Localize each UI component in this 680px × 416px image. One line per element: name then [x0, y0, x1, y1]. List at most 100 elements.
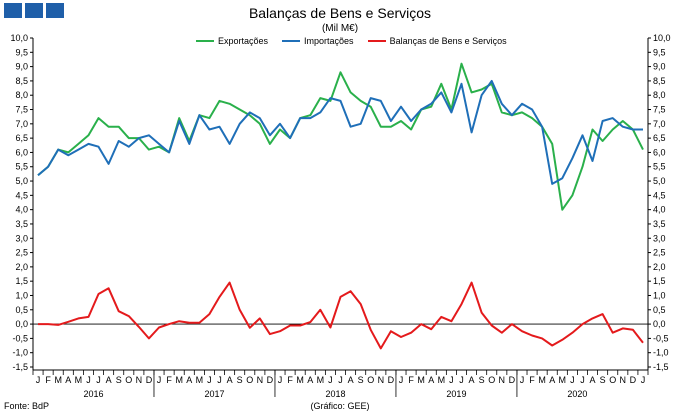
y-tick-label-right: 4,5: [653, 190, 666, 200]
y-tick-label-right: 2,0: [653, 262, 666, 272]
x-tick-label: F: [287, 375, 293, 385]
y-tick-label-right: 9,0: [653, 62, 666, 72]
x-tick-label: N: [257, 375, 264, 385]
x-tick-label: M: [559, 375, 567, 385]
y-tick-label-left: 10,0: [10, 33, 28, 43]
x-tick-label: J: [157, 375, 162, 385]
year-label: 2020: [567, 389, 587, 399]
year-label: 2018: [325, 389, 345, 399]
x-tick-label: A: [469, 375, 475, 385]
y-tick-label-left: -0,5: [12, 333, 28, 343]
y-tick-label-right: 7,5: [653, 105, 666, 115]
y-tick-label-left: 4,5: [15, 190, 28, 200]
y-tick-label-right: 10,0: [653, 33, 671, 43]
x-tick-label: M: [75, 375, 83, 385]
x-tick-label: A: [186, 375, 192, 385]
x-tick-label: O: [488, 375, 495, 385]
x-tick-label: N: [136, 375, 143, 385]
x-tick-label: J: [641, 375, 646, 385]
x-tick-label: O: [367, 375, 374, 385]
x-tick-label: J: [36, 375, 41, 385]
x-tick-label: J: [399, 375, 404, 385]
x-tick-label: M: [175, 375, 183, 385]
series-line-2: [38, 281, 644, 350]
x-tick-label: A: [307, 375, 313, 385]
legend-swatch: [367, 40, 386, 42]
logo-square: [25, 3, 43, 18]
y-tick-label-left: 3,0: [15, 233, 28, 243]
y-tick-label-right: 8,0: [653, 90, 666, 100]
y-tick-label-right: 2,5: [653, 248, 666, 258]
y-tick-label-left: 1,5: [15, 276, 28, 286]
x-tick-label: J: [278, 375, 283, 385]
x-tick-label: D: [388, 375, 395, 385]
x-tick-label: O: [125, 375, 132, 385]
y-tick-label-left: 8,0: [15, 90, 28, 100]
y-tick-label-left: 8,5: [15, 76, 28, 86]
x-tick-label: J: [449, 375, 454, 385]
x-tick-label: A: [428, 375, 434, 385]
x-tick-label: O: [609, 375, 616, 385]
x-tick-label: F: [45, 375, 51, 385]
chart-subtitle: (Mil M€): [321, 23, 359, 34]
year-label: 2017: [204, 389, 224, 399]
x-tick-label: J: [86, 375, 91, 385]
y-tick-label-right: 9,5: [653, 47, 666, 57]
x-tick-label: F: [408, 375, 414, 385]
y-tick-label-right: 6,5: [653, 133, 666, 143]
logo: [4, 3, 64, 18]
y-tick-label-left: 1,0: [15, 290, 28, 300]
chart-credit: (Gráfico: GEE): [310, 401, 370, 411]
y-tick-label-right: 7,0: [653, 119, 666, 129]
legend-item-importacoes: Importações: [282, 36, 354, 46]
x-tick-label: M: [417, 375, 425, 385]
series-line-0: [37, 62, 644, 211]
y-tick-label-left: 3,5: [15, 219, 28, 229]
x-tick-label: A: [549, 375, 555, 385]
y-tick-label-right: 0,0: [653, 319, 666, 329]
x-tick-label: M: [438, 375, 446, 385]
year-label: 2016: [83, 389, 103, 399]
x-tick-label: M: [317, 375, 325, 385]
y-tick-label-right: 1,5: [653, 276, 666, 286]
y-tick-label-left: 9,5: [15, 47, 28, 57]
y-tick-label-left: 7,0: [15, 119, 28, 129]
source-note: Fonte: BdP: [4, 401, 50, 411]
y-tick-label-right: 5,0: [653, 176, 666, 186]
x-tick-label: A: [590, 375, 596, 385]
chart-title: Balanças de Bens e Serviços: [248, 5, 432, 21]
x-tick-label: D: [509, 375, 516, 385]
y-tick-label-left: 5,5: [15, 162, 28, 172]
y-tick-label-right: 3,0: [653, 233, 666, 243]
x-tick-label: J: [207, 375, 212, 385]
legend-label: Exportações: [218, 36, 269, 46]
x-tick-label: S: [358, 375, 364, 385]
legend-item-balanca: Balanças de Bens e Serviços: [367, 36, 507, 46]
x-tick-label: M: [54, 375, 62, 385]
x-tick-label: A: [348, 375, 354, 385]
x-tick-label: F: [166, 375, 172, 385]
legend-item-exportacoes: Exportações: [196, 36, 268, 46]
y-tick-label-left: 0,0: [15, 319, 28, 329]
logo-square: [46, 3, 64, 18]
y-tick-label-left: 5,0: [15, 176, 28, 186]
y-tick-label-left: 4,0: [15, 205, 28, 215]
x-tick-label: J: [217, 375, 222, 385]
x-tick-label: N: [620, 375, 627, 385]
x-tick-label: J: [328, 375, 333, 385]
y-tick-label-left: -1,0: [12, 348, 28, 358]
y-tick-label-right: 4,0: [653, 205, 666, 215]
logo-square: [4, 3, 22, 18]
x-tick-label: J: [96, 375, 101, 385]
x-tick-label: O: [246, 375, 253, 385]
y-tick-label-right: -1,0: [653, 348, 669, 358]
y-tick-label-left: 6,0: [15, 147, 28, 157]
y-tick-label-right: -0,5: [653, 333, 669, 343]
x-tick-label: J: [338, 375, 343, 385]
y-tick-label-right: 8,5: [653, 76, 666, 86]
y-tick-label-left: 2,0: [15, 262, 28, 272]
x-tick-label: M: [538, 375, 546, 385]
y-tick-label-left: 7,5: [15, 105, 28, 115]
x-tick-label: N: [378, 375, 385, 385]
